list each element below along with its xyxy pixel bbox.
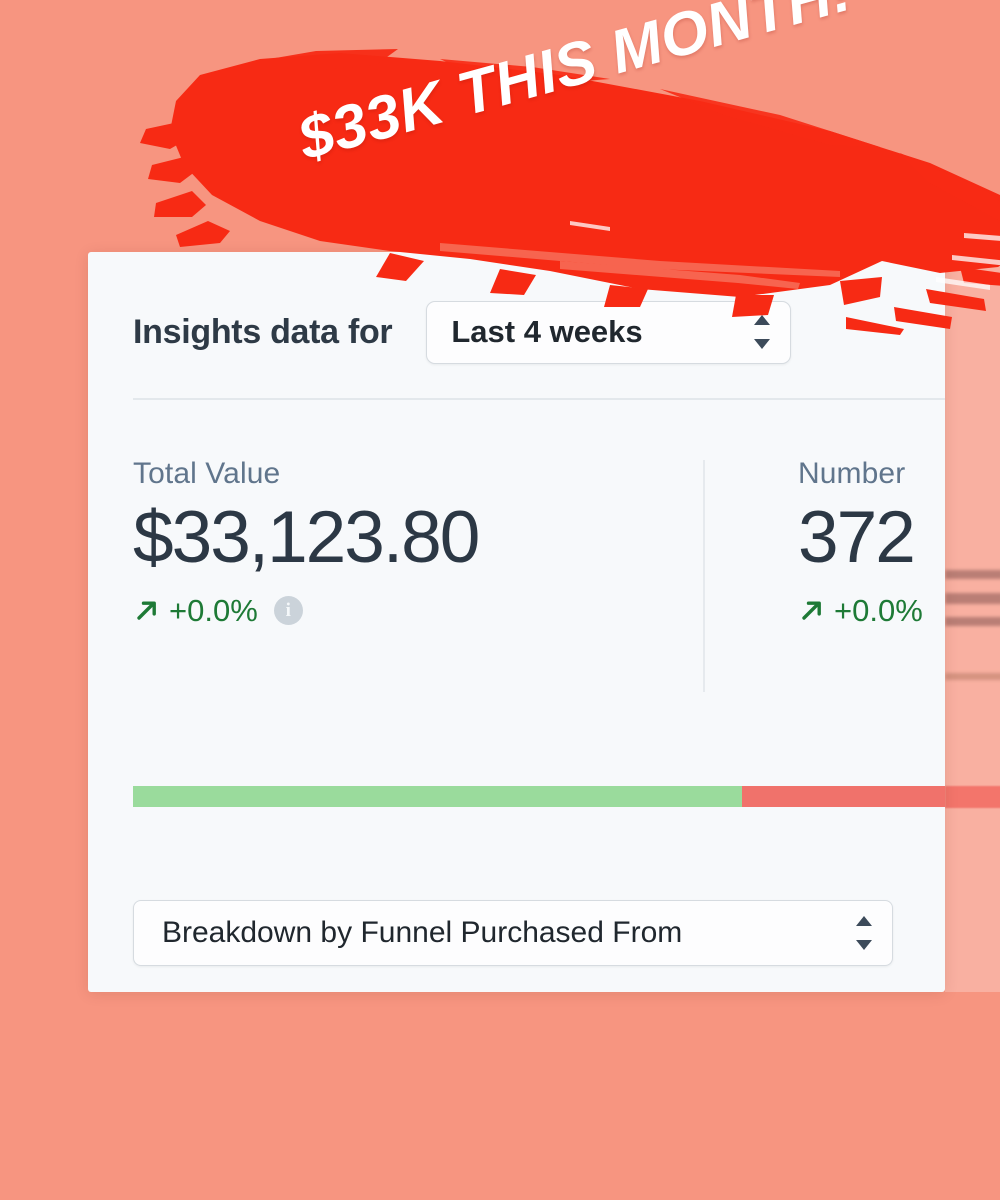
offscreen-ghost-progress — [945, 786, 1000, 808]
metric-value: 372 — [798, 497, 916, 578]
card-header: Insights data for Last 4 weeks — [133, 297, 945, 367]
page-title: Insights data for — [133, 312, 393, 351]
metric-delta-value: +0.0% — [169, 592, 258, 628]
insights-card: Insights data for Last 4 weeks Total Val… — [88, 252, 945, 992]
breakdown-select-value: Breakdown by Funnel Purchased From — [162, 916, 683, 949]
date-range-select[interactable]: Last 4 weeks — [426, 300, 792, 364]
metric-label: Number — [798, 457, 906, 490]
offscreen-ghost-stripe — [945, 593, 1000, 604]
header-divider — [133, 398, 945, 400]
metric-total-value: Total Value $33,123.80 +0.0% i — [133, 457, 480, 629]
arrow-up-right-icon — [133, 597, 160, 624]
offscreen-ghost-stripe — [945, 673, 1000, 680]
metrics-row: Total Value $33,123.80 +0.0% i Number 37… — [88, 457, 945, 702]
progress-bar-fill — [133, 786, 742, 807]
metric-delta: +0.0% i — [133, 593, 478, 629]
metric-delta-value: +0.0% — [834, 592, 923, 628]
date-range-select-value: Last 4 weeks — [451, 314, 643, 349]
info-icon[interactable]: i — [273, 596, 303, 626]
offscreen-ghost-stripe — [945, 570, 1000, 579]
breakdown-select[interactable]: Breakdown by Funnel Purchased From — [133, 900, 893, 966]
progress-bar — [133, 786, 945, 807]
offscreen-ghost-stripe — [945, 617, 1000, 626]
metric-delta: +0.0% — [798, 593, 923, 629]
metric-number: Number 372 +0.0% — [798, 457, 923, 629]
metric-label: Total Value — [133, 457, 281, 490]
metric-value: $33,123.80 — [133, 497, 480, 578]
updown-chevron-icon — [754, 315, 771, 349]
updown-chevron-icon — [856, 916, 872, 950]
breakdown-select-wrap: Breakdown by Funnel Purchased From — [133, 900, 893, 966]
metrics-column-divider — [703, 460, 705, 692]
arrow-up-right-icon — [798, 597, 825, 624]
promo-banner-text: $33K THIS MONTH! — [290, 0, 859, 173]
offscreen-panel-ghost — [945, 252, 1000, 992]
